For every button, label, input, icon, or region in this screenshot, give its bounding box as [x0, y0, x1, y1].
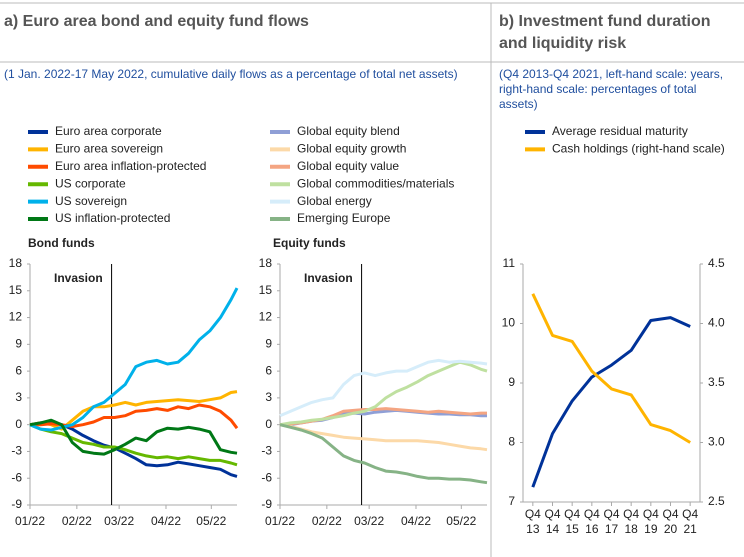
- y-tick-label: 15: [259, 283, 273, 297]
- series-line: [29, 423, 238, 467]
- x-tick-label: 04/22: [151, 514, 181, 528]
- panel-title: and liquidity risk: [499, 35, 626, 52]
- y2-tick-label: 2.5: [708, 494, 725, 508]
- x-tick-label: Q4: [584, 507, 600, 521]
- x-tick-label: 13: [526, 522, 540, 536]
- chart-title: Equity funds: [273, 236, 346, 250]
- x-tick-label: 03/22: [104, 514, 134, 528]
- header-band: [0, 0, 744, 62]
- y-tick-label: 3: [15, 390, 22, 404]
- y-tick-label: 12: [9, 310, 23, 324]
- y-tick-label: 12: [259, 310, 273, 324]
- series-line: [531, 293, 691, 444]
- x-tick-label: 05/22: [196, 514, 226, 528]
- x-tick-label: Q4: [643, 507, 659, 521]
- y-tick-label: -6: [261, 470, 272, 484]
- x-tick-label: Q4: [623, 507, 639, 521]
- y-tick-label: -9: [261, 497, 272, 511]
- legend-label: US sovereign: [55, 194, 127, 208]
- legend-label: Euro area inflation-protected: [55, 159, 206, 173]
- y-tick-label: -3: [11, 444, 22, 458]
- x-tick-label: 03/22: [354, 514, 384, 528]
- x-tick-label: 19: [644, 522, 658, 536]
- x-tick-label: Q4: [662, 507, 678, 521]
- y-tick-label: 8: [508, 435, 515, 449]
- x-tick-label: Q4: [564, 507, 580, 521]
- y-tick-label: 18: [259, 256, 273, 270]
- series-line: [29, 287, 239, 432]
- panel-subtitle: right-hand scale: percentages of total: [499, 82, 696, 96]
- y2-tick-label: 3.5: [708, 375, 725, 389]
- y-tick-label: 0: [15, 417, 22, 431]
- series-line: [279, 358, 488, 418]
- annotation-text: Invasion: [304, 271, 353, 285]
- x-tick-label: 15: [565, 522, 579, 536]
- x-tick-label: 14: [546, 522, 560, 536]
- chart-title: Bond funds: [28, 236, 95, 250]
- x-tick-label: 18: [624, 522, 638, 536]
- series-line: [279, 360, 488, 427]
- y-tick-label: -9: [11, 497, 22, 511]
- x-tick-label: 04/22: [401, 514, 431, 528]
- x-tick-label: 02/22: [62, 514, 92, 528]
- y-tick-label: -6: [11, 470, 22, 484]
- annotation-text: Invasion: [54, 271, 103, 285]
- y-tick-label: 7: [508, 494, 515, 508]
- y-tick-label: 3: [265, 390, 272, 404]
- series-line: [29, 418, 238, 456]
- x-tick-label: Q4: [682, 507, 698, 521]
- x-tick-label: 02/22: [312, 514, 342, 528]
- legend-label: US inflation-protected: [55, 211, 170, 225]
- legend-label: US corporate: [55, 176, 126, 190]
- y-tick-label: 10: [502, 316, 516, 330]
- y-tick-label: 9: [508, 375, 515, 389]
- panel-subtitle: (Q4 2013-Q4 2021, left-hand scale: years…: [499, 67, 723, 81]
- y2-tick-label: 3.0: [708, 435, 725, 449]
- legend-label: Emerging Europe: [297, 211, 391, 225]
- legend-label: Average residual maturity: [552, 124, 688, 138]
- y-tick-label: 9: [265, 337, 272, 351]
- legend-label: Global equity growth: [297, 142, 406, 156]
- legend-label: Cash holdings (right-hand scale): [552, 142, 725, 156]
- panel-title: b) Investment fund duration: [499, 13, 711, 30]
- y2-tick-label: 4.5: [708, 256, 725, 270]
- y-tick-label: 9: [15, 337, 22, 351]
- panel-subtitle: assets): [499, 97, 538, 111]
- panel-title: a) Euro area bond and equity fund flows: [4, 13, 309, 30]
- y-tick-label: 6: [15, 363, 22, 377]
- y-tick-label: 15: [9, 283, 23, 297]
- x-tick-label: 17: [605, 522, 619, 536]
- x-tick-label: Q4: [603, 507, 619, 521]
- x-tick-label: 16: [585, 522, 599, 536]
- legend-label: Euro area corporate: [55, 124, 162, 138]
- legend-label: Global energy: [297, 194, 372, 208]
- x-tick-label: 20: [664, 522, 678, 536]
- legend-label: Global commodities/materials: [297, 176, 454, 190]
- x-tick-label: 05/22: [446, 514, 476, 528]
- series-line: [531, 316, 691, 488]
- x-tick-label: Q4: [544, 507, 560, 521]
- y-tick-label: 6: [265, 363, 272, 377]
- y2-tick-label: 4.0: [708, 316, 725, 330]
- x-tick-label: 01/22: [15, 514, 45, 528]
- legend-label: Global equity value: [297, 159, 399, 173]
- legend-label: Euro area sovereign: [55, 142, 163, 156]
- x-tick-label: 01/22: [265, 514, 295, 528]
- series-line: [279, 423, 488, 485]
- y-tick-label: 0: [265, 417, 272, 431]
- legend-label: Global equity blend: [297, 124, 400, 138]
- y-tick-label: -3: [261, 444, 272, 458]
- x-tick-label: Q4: [525, 507, 541, 521]
- panel-subtitle: (1 Jan. 2022-17 May 2022, cumulative dai…: [4, 67, 458, 81]
- y-tick-label: 11: [503, 256, 516, 270]
- series-line: [279, 423, 488, 452]
- y-tick-label: 18: [9, 256, 23, 270]
- x-tick-label: 21: [683, 522, 697, 536]
